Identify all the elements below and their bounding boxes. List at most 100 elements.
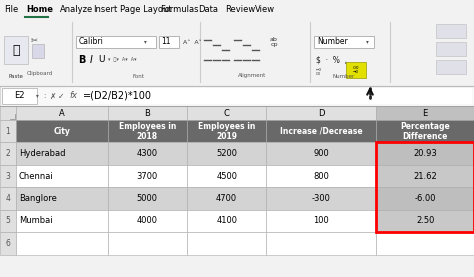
Bar xyxy=(0,232,16,255)
Text: $  ·  %  ,: $ · % , xyxy=(316,55,347,65)
Bar xyxy=(16,210,108,232)
Text: 5: 5 xyxy=(6,216,10,225)
Bar xyxy=(266,120,376,142)
Text: 4300: 4300 xyxy=(137,149,158,158)
Bar xyxy=(16,187,108,210)
Text: 800: 800 xyxy=(313,171,329,181)
Text: File: File xyxy=(4,4,18,14)
Text: Page Layout: Page Layout xyxy=(120,4,172,14)
Text: Mumbai: Mumbai xyxy=(19,216,53,225)
Text: Data: Data xyxy=(198,4,218,14)
Text: Percentage
Difference: Percentage Difference xyxy=(400,122,450,141)
Bar xyxy=(2,88,37,104)
Bar xyxy=(16,120,108,142)
Bar xyxy=(0,142,16,165)
Bar xyxy=(0,120,16,142)
Text: U: U xyxy=(98,55,104,65)
Text: 100: 100 xyxy=(313,216,329,225)
Text: ab
cp: ab cp xyxy=(270,37,278,47)
Bar xyxy=(187,142,266,165)
Bar xyxy=(187,106,266,120)
Bar xyxy=(376,120,474,142)
Text: Paste: Paste xyxy=(9,73,23,78)
Text: 2: 2 xyxy=(6,149,10,158)
Text: 5000: 5000 xyxy=(137,194,158,203)
Bar xyxy=(436,42,466,56)
Bar xyxy=(266,187,376,210)
Text: E2: E2 xyxy=(14,91,24,101)
Text: 4700: 4700 xyxy=(216,194,237,203)
Text: A˄  A˅: A˄ A˅ xyxy=(183,40,202,45)
Text: City: City xyxy=(54,127,70,136)
Text: Number: Number xyxy=(317,37,348,47)
Text: 4500: 4500 xyxy=(216,171,237,181)
Bar xyxy=(0,0,474,86)
Text: Employees in
2019: Employees in 2019 xyxy=(198,122,255,141)
Bar xyxy=(108,210,187,232)
Bar xyxy=(376,142,474,232)
Text: 1: 1 xyxy=(6,127,10,136)
Text: B: B xyxy=(78,55,85,65)
Text: =(D2/B2)*100: =(D2/B2)*100 xyxy=(83,91,152,101)
Bar xyxy=(436,24,466,38)
Text: 2.50: 2.50 xyxy=(416,216,434,225)
Text: 900: 900 xyxy=(313,149,329,158)
Text: Number: Number xyxy=(333,73,355,78)
Text: fx: fx xyxy=(69,91,77,101)
Bar xyxy=(108,106,187,120)
Bar xyxy=(108,142,187,165)
Bar xyxy=(376,187,474,210)
Bar xyxy=(108,232,187,255)
Bar xyxy=(376,142,474,165)
Bar xyxy=(108,187,187,210)
FancyBboxPatch shape xyxy=(314,36,374,48)
Bar xyxy=(376,106,474,120)
Bar xyxy=(16,232,108,255)
Text: 4000: 4000 xyxy=(137,216,158,225)
Text: ✂: ✂ xyxy=(30,35,37,45)
Text: -300: -300 xyxy=(312,194,331,203)
Bar xyxy=(187,120,266,142)
Text: 4: 4 xyxy=(6,194,10,203)
FancyBboxPatch shape xyxy=(159,36,179,48)
Text: 3: 3 xyxy=(6,171,10,181)
Bar xyxy=(0,86,474,106)
Bar xyxy=(108,120,187,142)
Text: 5200: 5200 xyxy=(216,149,237,158)
Bar xyxy=(16,142,108,165)
Bar xyxy=(16,165,108,187)
Text: Review: Review xyxy=(225,4,255,14)
Bar xyxy=(187,165,266,187)
Text: Insert: Insert xyxy=(93,4,117,14)
Text: 20.93: 20.93 xyxy=(413,149,437,158)
Text: ▾: ▾ xyxy=(366,40,369,45)
Text: ✓: ✓ xyxy=(58,91,64,101)
Bar xyxy=(0,210,16,232)
Text: Alignment: Alignment xyxy=(238,73,266,78)
Text: C: C xyxy=(224,109,229,117)
Text: Hyderabad: Hyderabad xyxy=(19,149,65,158)
Bar xyxy=(16,106,108,120)
Text: 📋: 📋 xyxy=(12,43,20,57)
Bar xyxy=(376,210,474,232)
Text: Increase /Decrease: Increase /Decrease xyxy=(280,127,363,136)
Text: ←0
00: ←0 00 xyxy=(316,68,322,76)
Text: B: B xyxy=(145,109,150,117)
Text: ▾: ▾ xyxy=(144,40,147,45)
Text: .00
→0: .00 →0 xyxy=(353,66,359,74)
Text: 11: 11 xyxy=(161,37,171,47)
Bar xyxy=(376,165,474,187)
Text: View: View xyxy=(255,4,275,14)
Bar xyxy=(108,165,187,187)
Text: 4100: 4100 xyxy=(216,216,237,225)
Bar xyxy=(266,165,376,187)
Text: Clipboard: Clipboard xyxy=(27,71,53,76)
Text: E: E xyxy=(422,109,428,117)
Text: D: D xyxy=(318,109,325,117)
Text: 21.62: 21.62 xyxy=(413,171,437,181)
Bar xyxy=(187,232,266,255)
Text: -6.00: -6.00 xyxy=(414,194,436,203)
Bar xyxy=(0,187,16,210)
Text: Analyze: Analyze xyxy=(60,4,93,14)
Text: Calibri: Calibri xyxy=(79,37,104,47)
